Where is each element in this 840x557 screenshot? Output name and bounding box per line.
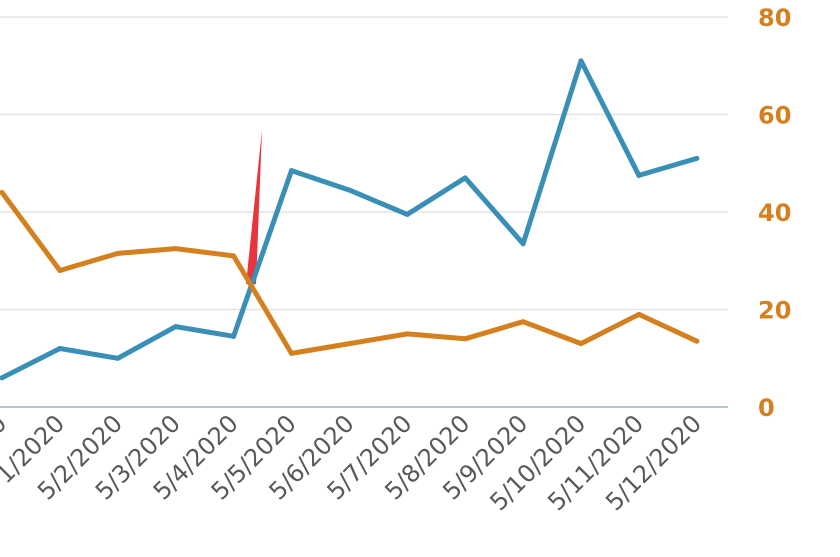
y-tick-label: 80 [758,4,791,32]
series-2 [0,190,700,356]
data-point [694,155,700,161]
x-tick-label: 0 [0,409,12,440]
data-point [404,331,410,337]
data-point [231,253,237,259]
data-point [57,268,63,273]
data-point [462,336,468,342]
series-line [0,190,700,356]
data-point [115,250,121,256]
gridlines [0,16,728,408]
data-point [57,346,63,351]
data-point [578,341,584,347]
data-point [520,241,526,247]
series-1 [0,58,700,381]
y-tick-label: 20 [758,297,791,325]
data-point [231,333,237,339]
data-point [173,324,179,330]
y-axis-ticks: 0 20 40 60 80 [758,4,791,422]
data-point [115,355,121,361]
data-point [404,211,410,217]
data-point [0,190,5,195]
series-line [0,58,700,381]
data-point [173,246,179,252]
data-point [520,319,526,325]
y-tick-label: 40 [758,199,791,227]
data-point [578,58,584,64]
series-lines [0,58,700,381]
red-spike-marker [246,130,262,284]
data-point [462,175,468,181]
y-tick-label: 60 [758,102,791,130]
data-point [694,338,700,344]
data-point [289,350,294,356]
y-tick-label: 0 [758,394,775,422]
data-point [0,375,5,381]
data-point [636,311,642,317]
data-point [346,341,352,347]
x-axis-ticks: 01/20205/2/20205/3/20205/4/20205/5/20205… [0,409,707,516]
data-point [289,168,294,174]
data-point [346,187,352,193]
data-point [636,172,642,178]
